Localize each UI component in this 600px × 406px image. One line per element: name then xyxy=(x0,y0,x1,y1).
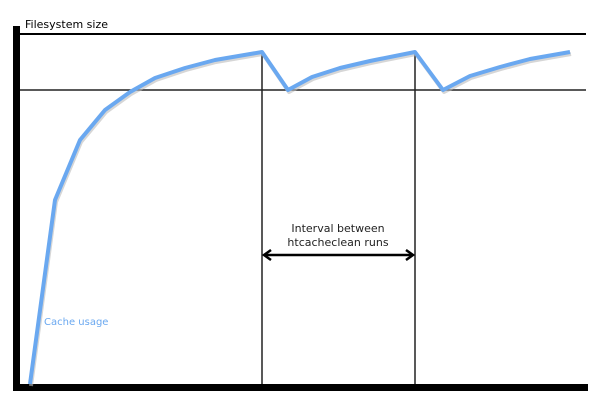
y-axis-label: Filesystem size xyxy=(25,18,108,31)
cache-usage-curve xyxy=(28,50,571,385)
y-axis xyxy=(13,26,20,390)
x-axis xyxy=(13,384,588,391)
interval-label-line-2: htcacheclean runs xyxy=(287,236,388,249)
cache-usage-shadow xyxy=(29,52,572,387)
series-label: Cache usage xyxy=(44,317,108,328)
interval-label-line-1: Interval between xyxy=(291,222,384,235)
